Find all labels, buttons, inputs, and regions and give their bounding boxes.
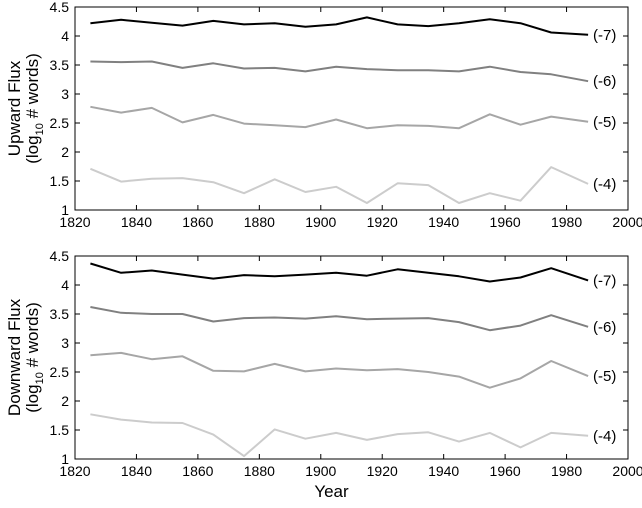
x-tick-label: 1940: [428, 463, 459, 479]
series-label: (-5): [593, 368, 616, 385]
x-axis-title: Year: [314, 482, 349, 501]
series-label: (-5): [593, 114, 616, 131]
x-tick-label: 1840: [121, 214, 152, 230]
series-label: (-7): [593, 272, 616, 289]
panel-1: 1820 1840 1860 1880 1900 1920 1940 1960 1980 2000…: [5, 0, 642, 230]
x-tick-label: 2000: [612, 214, 642, 230]
y-axis-title-suffix: # words): [23, 302, 42, 372]
y-axis-title-suffix: # words): [23, 53, 42, 123]
x-tick-label: 1880: [244, 214, 275, 230]
y-tick-label: 2: [61, 144, 69, 160]
y-tick-label: 3: [61, 86, 69, 102]
series-label: (-6): [593, 319, 616, 336]
x-tick-label: 1940: [428, 214, 459, 230]
x-tick-label: 1980: [551, 463, 582, 479]
series-line-2: [90, 306, 589, 332]
x-tick-label: 1900: [305, 463, 336, 479]
y-tick-label: 1.5: [50, 173, 70, 189]
series-line-4: [90, 166, 589, 204]
y-tick-label: 3: [61, 335, 69, 351]
series-line-2: [90, 60, 589, 83]
series-line-1: [90, 262, 589, 283]
plot-frame: [74, 255, 629, 460]
x-tick-label: 1960: [490, 463, 521, 479]
x-tick-label: 1980: [551, 214, 582, 230]
y-axis-title: Upward Flux(log10 # words): [5, 53, 46, 164]
x-tick-label: 1860: [182, 463, 213, 479]
y-axis-title-subscript: 10: [34, 372, 46, 384]
series-line-1: [90, 16, 589, 36]
series-label: (-4): [593, 176, 616, 193]
y-axis-title: Downward Flux(log10 # words): [5, 298, 46, 416]
panel-2: 1820 1840 1860 1880 1900 1920 1940 1960 1980 2000…: [5, 248, 642, 501]
y-tick-label: 4: [61, 277, 69, 293]
x-tick-label: 2000: [612, 463, 642, 479]
x-tick-label: 1920: [367, 214, 398, 230]
y-tick-label: 1.5: [50, 422, 70, 438]
series-label: (-6): [593, 73, 616, 90]
y-axis-title-line1: Downward Flux: [5, 298, 24, 416]
x-tick-label: 1920: [367, 463, 398, 479]
y-tick-label: 4.5: [50, 248, 70, 264]
y-tick-label: 1: [61, 202, 69, 218]
y-tick-label: 4.5: [50, 0, 70, 15]
y-axis-title-subscript: 10: [34, 123, 46, 135]
y-axis-title-line2: (log: [23, 384, 42, 412]
x-tick-label: 1820: [59, 214, 90, 230]
y-tick-label: 3.5: [50, 57, 70, 73]
y-tick-label: 3.5: [50, 306, 70, 322]
y-tick-label: 4: [61, 28, 69, 44]
x-tick-label: 1860: [182, 214, 213, 230]
y-axis-title-line1: Upward Flux: [5, 60, 24, 156]
x-tick-label: 1900: [305, 214, 336, 230]
y-tick-label: 2.5: [50, 115, 70, 131]
series-label: (-7): [593, 27, 616, 44]
y-axis-title-line2: (log: [23, 135, 42, 163]
x-tick-label: 1840: [121, 463, 152, 479]
series-line-3: [90, 105, 589, 130]
plot-frame: [74, 6, 629, 211]
x-tick-label: 1960: [490, 214, 521, 230]
series-line-3: [90, 351, 589, 389]
y-tick-label: 1: [61, 451, 69, 467]
series-line-4: [90, 413, 589, 458]
x-tick-label: 1820: [59, 463, 90, 479]
x-tick-label: 1880: [244, 463, 275, 479]
y-tick-label: 2: [61, 393, 69, 409]
series-label: (-4): [593, 428, 616, 445]
y-tick-label: 2.5: [50, 364, 70, 380]
